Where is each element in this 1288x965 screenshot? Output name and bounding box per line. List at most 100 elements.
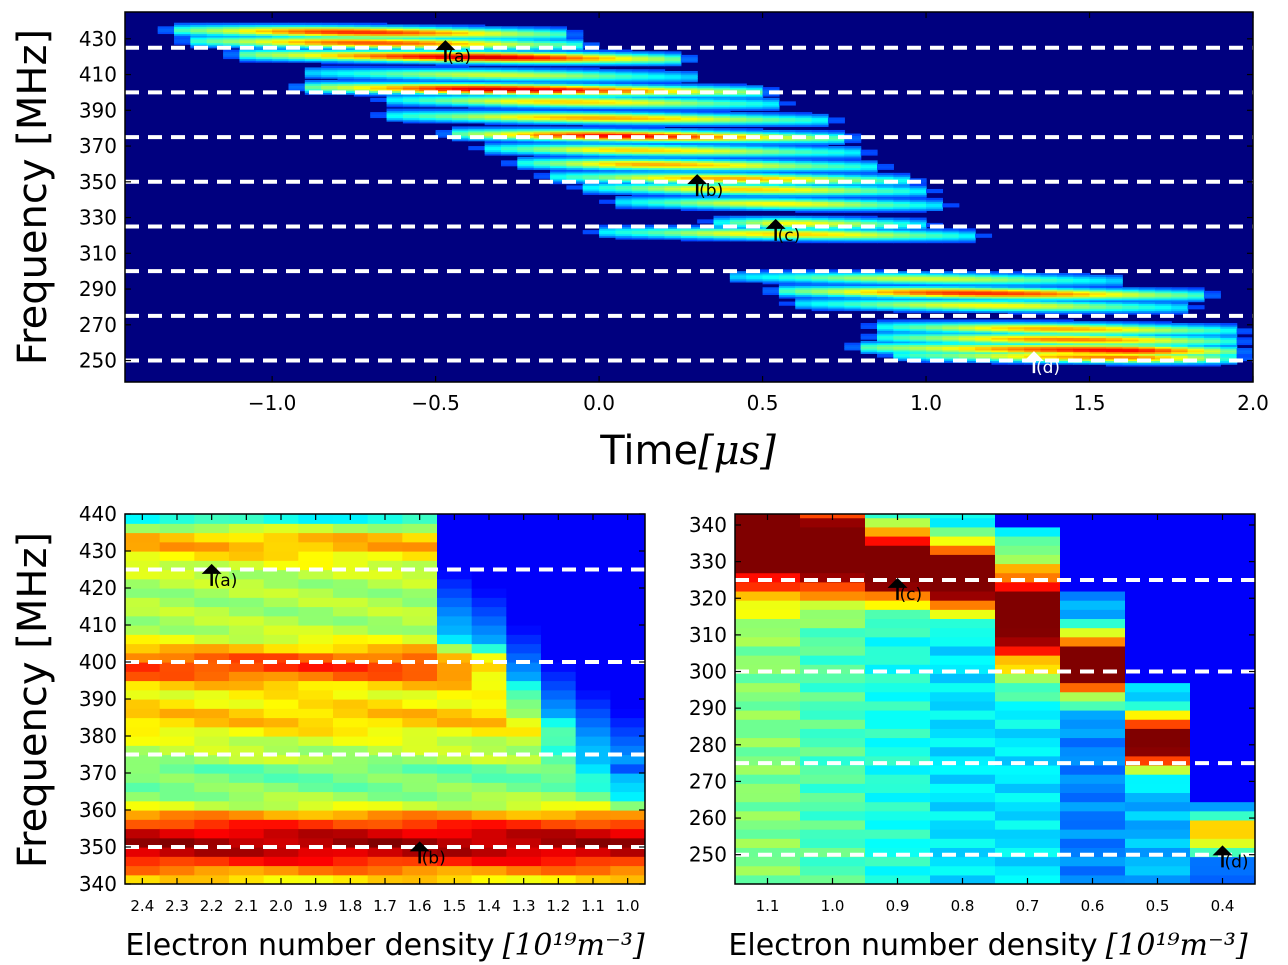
heatmap-cell — [263, 643, 299, 654]
heatmap-cell — [811, 167, 829, 170]
heatmap-cell — [1073, 294, 1091, 297]
heatmap-cell — [298, 717, 334, 728]
heatmap-cell — [909, 344, 927, 347]
heatmap-cell — [729, 185, 747, 188]
heatmap-cell — [1040, 331, 1058, 335]
heatmap-cell — [582, 167, 600, 170]
heatmap-cell — [582, 54, 600, 58]
heatmap-cell — [1024, 296, 1042, 299]
heatmap-cell — [844, 194, 862, 197]
heatmap-cell — [223, 49, 241, 52]
heatmap-cell — [1024, 276, 1042, 279]
heatmap-cell — [1060, 792, 1126, 803]
heatmap-cell — [194, 532, 230, 543]
heatmap-cell — [437, 856, 473, 867]
heatmap-cell — [194, 847, 230, 857]
heatmap-cell — [435, 103, 453, 106]
heatmap-cell — [566, 115, 584, 119]
heatmap-cell — [1171, 342, 1189, 346]
heatmap-cell — [1089, 276, 1107, 279]
heatmap-cell — [419, 74, 437, 77]
heatmap-cell — [419, 104, 437, 108]
heatmap-cell — [451, 94, 469, 97]
heatmap-cell — [159, 588, 195, 598]
heatmap-cell — [713, 203, 731, 206]
heatmap-cell — [860, 272, 878, 276]
heatmap-cell — [893, 301, 911, 304]
heatmap-cell — [746, 87, 764, 90]
heatmap-cell — [599, 224, 617, 228]
heatmap-cell — [419, 97, 437, 101]
heatmap-cell — [795, 113, 813, 117]
heatmap-cell — [893, 230, 911, 233]
heatmap-cell — [229, 782, 265, 793]
heatmap-cell — [599, 156, 617, 160]
heatmap-cell — [648, 128, 666, 131]
heatmap-cell — [288, 87, 306, 90]
heatmap-cell — [615, 97, 633, 101]
heatmap-cell — [337, 74, 355, 77]
heatmap-cell — [811, 196, 829, 199]
heatmap-cell — [386, 90, 404, 94]
heatmap-cell — [631, 99, 649, 102]
heatmap-cell — [582, 144, 600, 147]
heatmap-cell — [239, 35, 257, 38]
heatmap-cell — [877, 187, 894, 190]
heatmap-cell — [304, 31, 322, 35]
heatmap-cell — [648, 78, 666, 81]
heatmap-cell — [729, 92, 747, 95]
heatmap-cell — [501, 37, 518, 40]
heatmap-cell — [517, 74, 535, 77]
heatmap-cell — [566, 112, 584, 115]
heatmap-cell — [778, 121, 796, 124]
heatmap-cell — [1007, 306, 1025, 310]
heatmap-cell — [975, 331, 993, 335]
heatmap-cell — [402, 85, 420, 88]
heatmap-cell — [263, 523, 299, 534]
heatmap-cell — [386, 26, 404, 29]
heatmap-cell — [533, 62, 551, 65]
heatmap-cell — [975, 349, 993, 353]
heatmap-cell — [648, 79, 666, 83]
heatmap-cell — [811, 239, 829, 242]
heatmap-cell — [566, 158, 584, 161]
heatmap-cell — [631, 70, 649, 74]
heatmap-cell — [746, 208, 764, 212]
heatmap-cell — [860, 326, 878, 329]
heatmap-cell — [995, 691, 1061, 702]
heatmap-cell — [926, 239, 943, 242]
y-tick-label: 390 — [79, 98, 117, 122]
heatmap-cell — [995, 700, 1061, 711]
heatmap-cell — [1187, 355, 1205, 358]
heatmap-cell — [926, 355, 943, 358]
heatmap-cell — [1089, 287, 1107, 290]
heatmap-cell — [1007, 299, 1025, 303]
heatmap-cell — [402, 115, 420, 119]
heatmap-cell — [582, 185, 600, 188]
heatmap-cell — [321, 74, 339, 77]
heatmap-cell — [1125, 572, 1191, 583]
heatmap-cell — [298, 560, 334, 571]
heatmap-cell — [909, 290, 927, 294]
heatmap-cell — [1236, 340, 1253, 344]
heatmap-cell — [582, 94, 600, 97]
heatmap-cell — [926, 339, 943, 342]
heatmap-cell — [827, 239, 845, 242]
heatmap-cell — [575, 634, 611, 645]
heatmap-cell — [860, 205, 878, 208]
heatmap-cell — [333, 865, 369, 876]
heatmap-cell — [729, 162, 747, 165]
heatmap-cell — [909, 206, 927, 210]
heatmap-cell — [631, 129, 649, 133]
heatmap-cell — [506, 671, 542, 682]
heatmap-cell — [893, 333, 911, 337]
heatmap-cell — [1190, 783, 1255, 794]
heatmap-cell — [582, 171, 600, 174]
heatmap-cell — [337, 83, 355, 86]
heatmap-cell — [517, 28, 535, 31]
heatmap-cell — [451, 76, 469, 79]
heatmap-cell — [1024, 319, 1042, 322]
heatmap-cell — [501, 33, 518, 36]
heatmap-cell — [1040, 310, 1058, 313]
heatmap-cell — [909, 208, 927, 212]
